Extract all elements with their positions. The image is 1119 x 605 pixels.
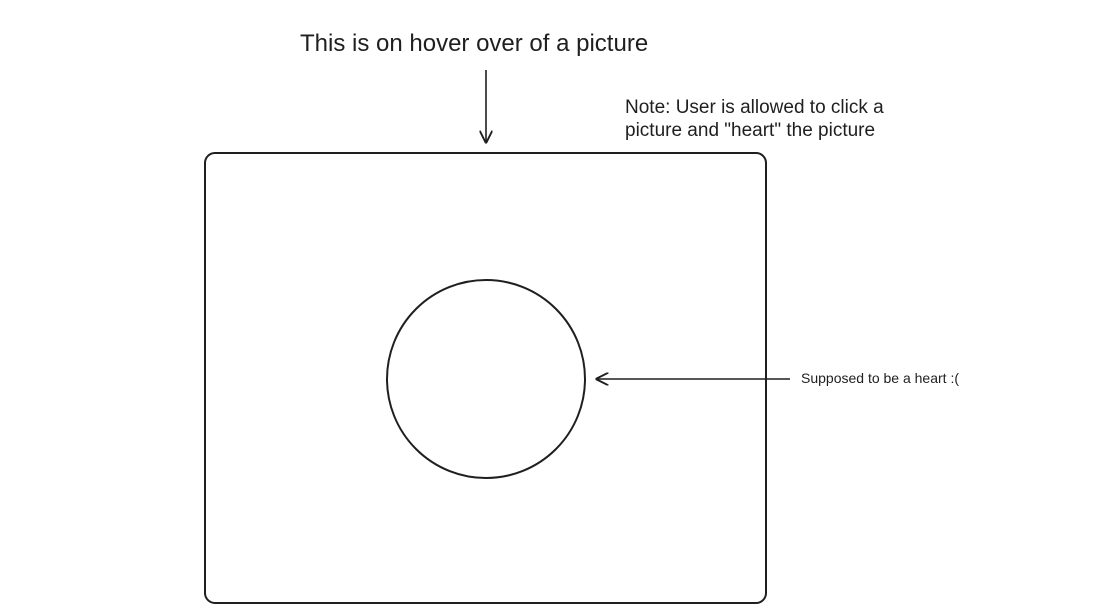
- note-line-1: Note: User is allowed to click a: [625, 97, 884, 118]
- diagram-title: This is on hover over of a picture: [300, 30, 649, 57]
- heart-label: Supposed to be a heart :(: [801, 370, 959, 386]
- heart-button[interactable]: [386, 279, 586, 479]
- note-text: Note: User is allowed to click a picture…: [625, 96, 925, 142]
- picture-frame[interactable]: [204, 152, 767, 604]
- note-line-2: picture and "heart" the picture: [625, 120, 876, 141]
